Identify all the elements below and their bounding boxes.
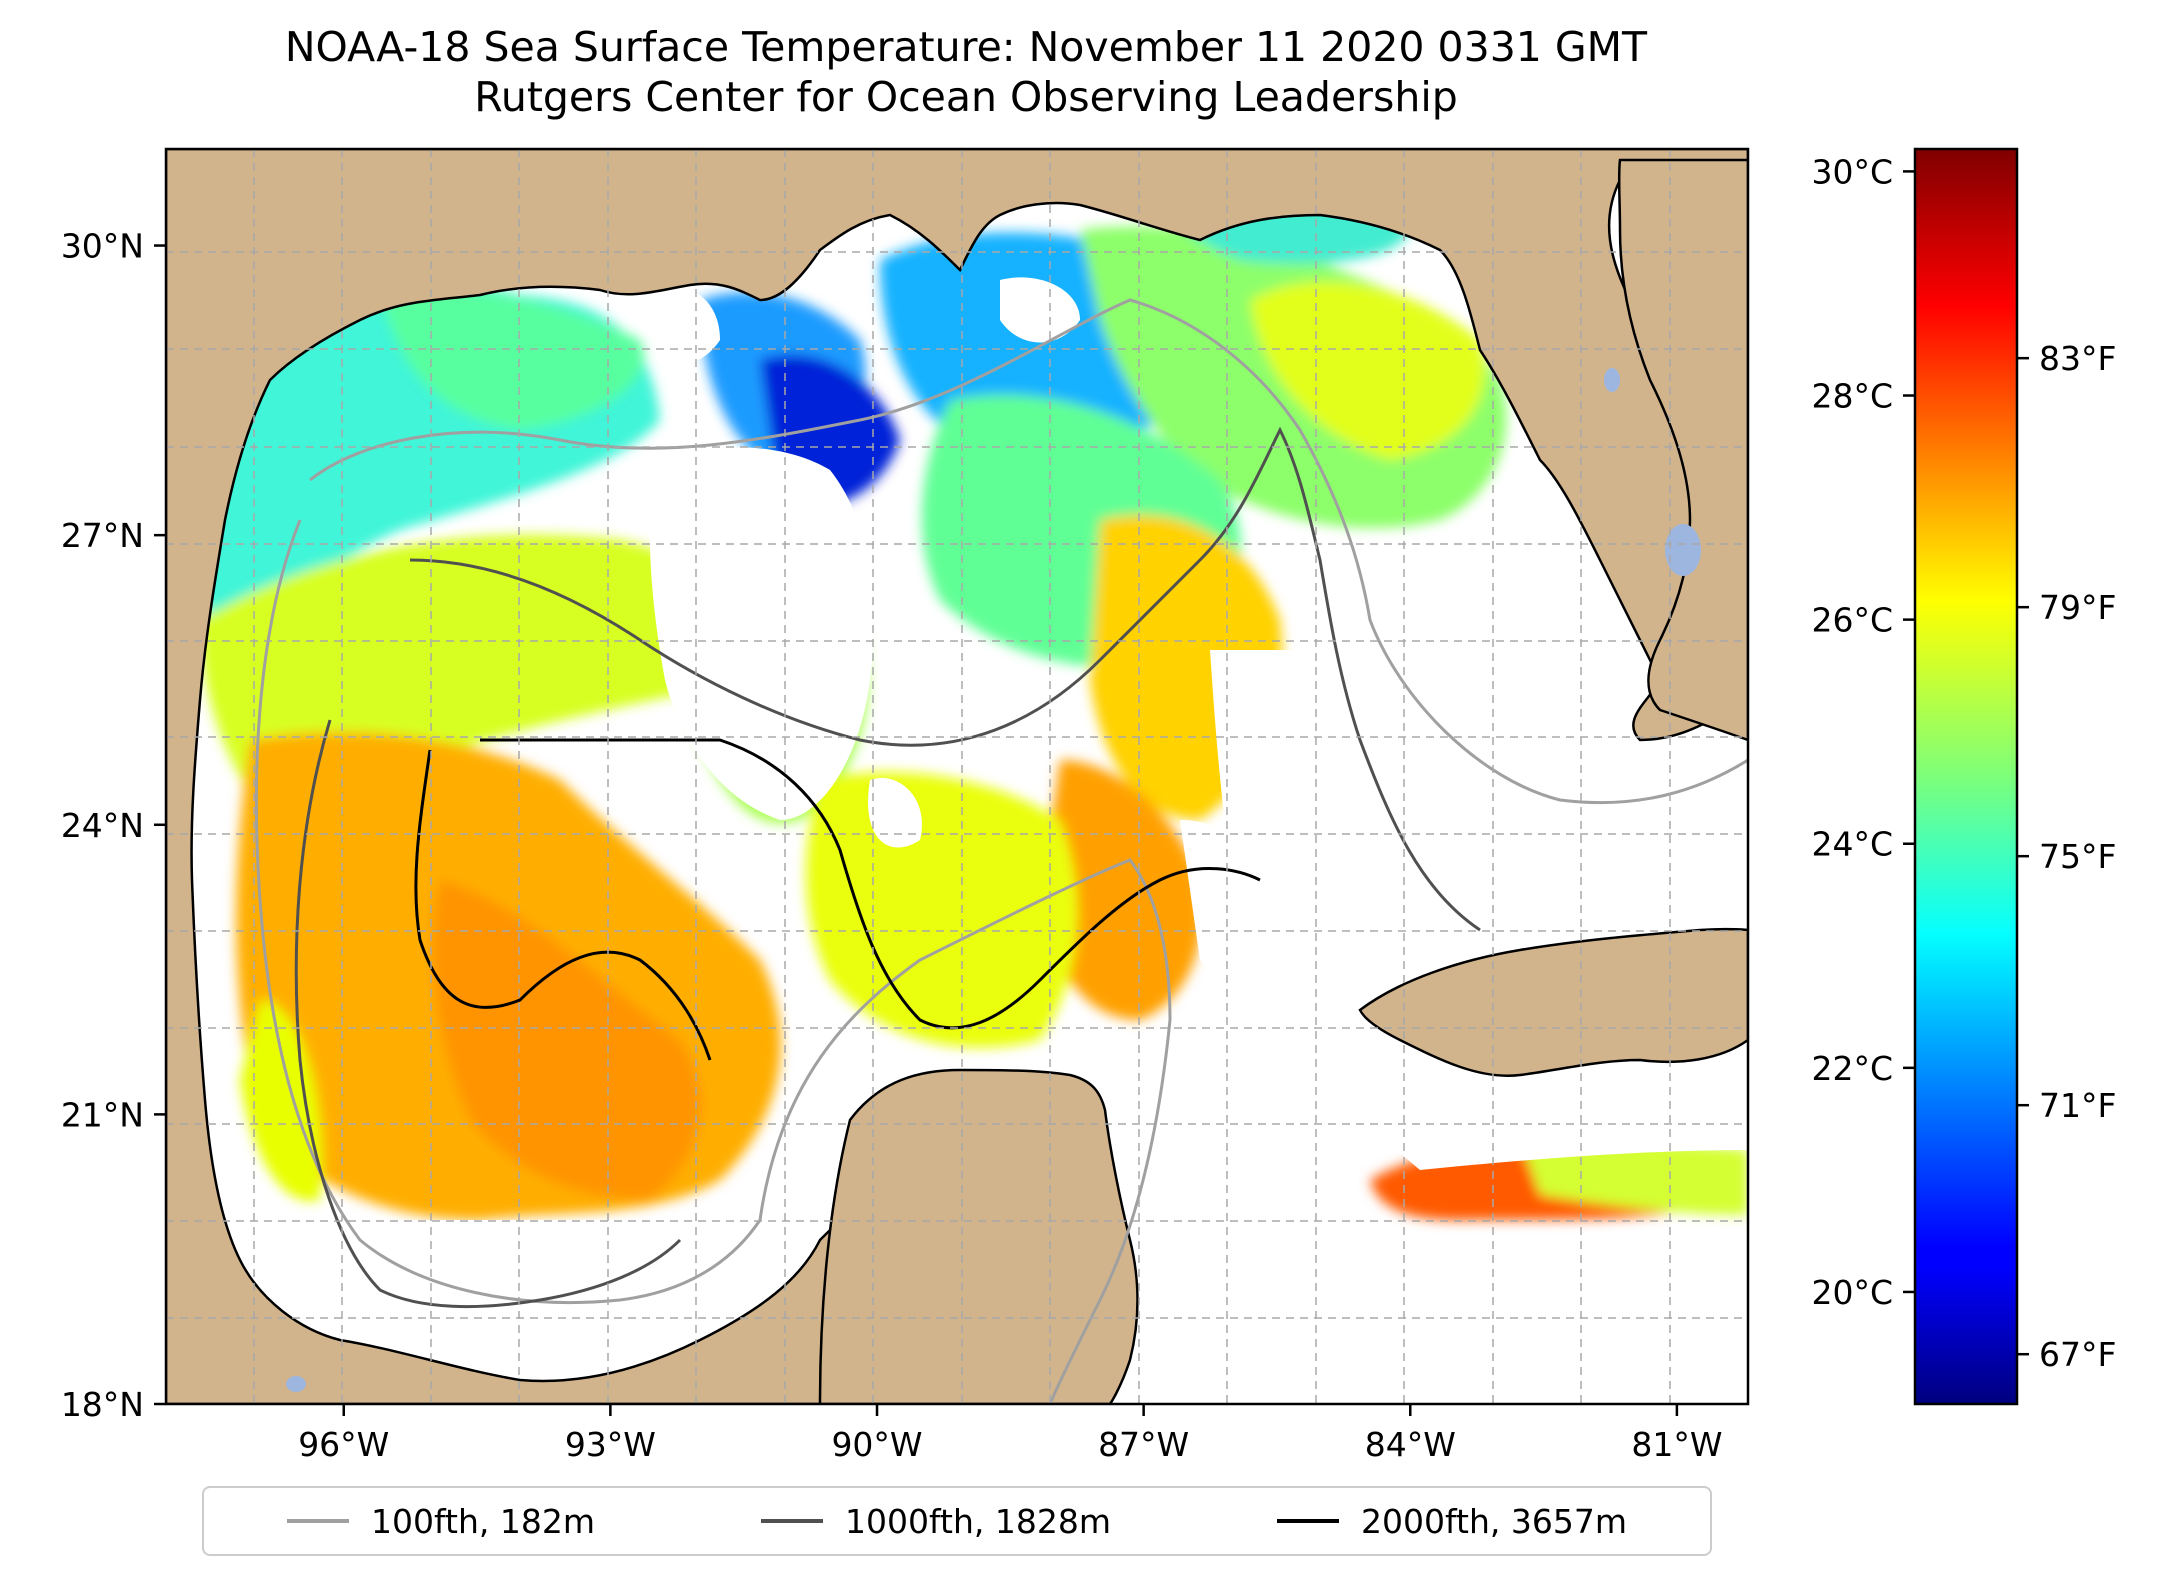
lat-tick-label: 30°N [61,227,144,266]
celsius-tick-label: 20°C [1811,1273,1893,1312]
lon-tick-label: 90°W [831,1425,922,1464]
legend-item-1000fth: 1000fth, 1828m [761,1502,1111,1541]
legend-label-2000fth: 2000fth, 3657m [1360,1501,1627,1541]
cloud-gaps [200,250,1748,1404]
legend-swatch-100fth [287,1519,349,1523]
lon-tick-label: 84°W [1365,1425,1456,1464]
celsius-tick-label: 30°C [1811,152,1893,191]
fahrenheit-tick-label: 83°F [2039,339,2116,378]
map-title: NOAA-18 Sea Surface Temperature: Novembe… [0,22,1932,122]
lat-tick-label: 21°N [61,1095,144,1134]
legend-label-1000fth: 1000fth, 1828m [845,1501,1111,1541]
legend-label-100fth: 100fth, 182m [371,1501,595,1541]
contour-legend: 100fth, 182m 1000fth, 1828m 2000fth, 365… [202,1486,1712,1556]
longitude-axis: 96°W 93°W 90°W 87°W 84°W 81°W [298,1404,1722,1464]
celsius-tick-label: 26°C [1811,601,1893,640]
title-line-2: Rutgers Center for Ocean Observing Leade… [474,73,1458,121]
land [166,149,1748,1404]
colorbar-fahrenheit-axis: 67°F 71°F 75°F 79°F 83°F [2017,339,2116,1374]
legend-swatch-1000fth [761,1519,823,1523]
contour-100fth [254,298,1748,1404]
contour-2000fth [414,738,1261,1061]
colorbar-celsius-axis: 20°C 22°C 24°C 26°C 28°C 30°C [1811,152,1915,1312]
legend-item-100fth: 100fth, 182m [287,1502,595,1541]
legend-item-2000fth: 2000fth, 3657m [1276,1501,1627,1541]
lon-tick-label: 81°W [1631,1425,1722,1464]
lon-tick-label: 93°W [565,1425,656,1464]
colorbar [1913,147,2019,1406]
lon-tick-label: 96°W [298,1425,389,1464]
title-line-1: NOAA-18 Sea Surface Temperature: Novembe… [284,23,1648,71]
lat-tick-label: 24°N [61,806,144,845]
lat-tick-label: 18°N [61,1385,144,1424]
celsius-tick-label: 28°C [1811,377,1893,416]
fahrenheit-tick-label: 79°F [2039,588,2116,627]
celsius-tick-label: 24°C [1811,825,1893,864]
lat-tick-label: 27°N [61,516,144,555]
lon-tick-label: 87°W [1098,1425,1189,1464]
fahrenheit-tick-label: 75°F [2039,837,2116,876]
celsius-tick-label: 22°C [1811,1049,1893,1088]
bathymetry-contours [254,298,1748,1404]
lakes [286,368,1701,1392]
fahrenheit-tick-label: 67°F [2039,1335,2116,1374]
latitude-axis: 18°N 21°N 24°N 27°N 30°N [61,227,166,1424]
legend-swatch-2000fth [1276,1519,1339,1523]
fahrenheit-tick-label: 71°F [2039,1086,2116,1125]
contour-1000fth [294,426,1481,1309]
map-frame [164,147,1750,1406]
gridlines [166,149,1748,1404]
